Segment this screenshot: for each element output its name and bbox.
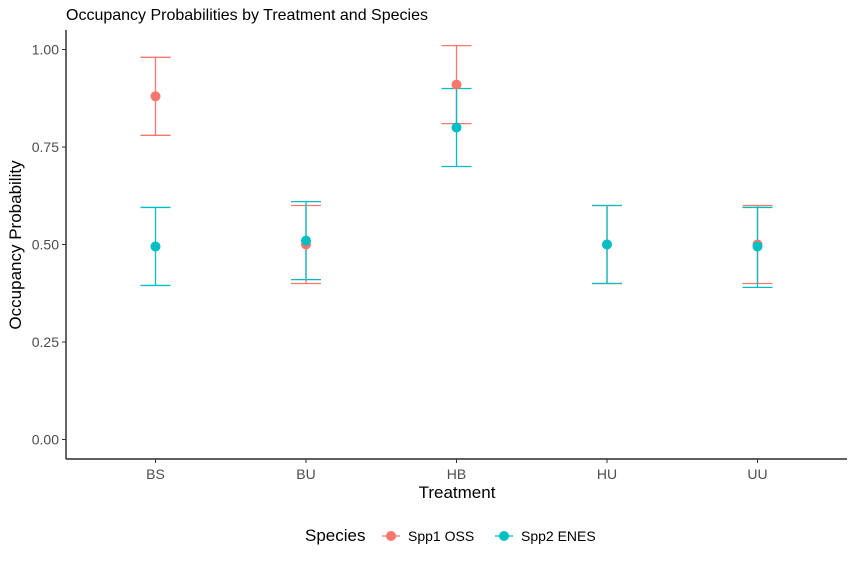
y-tick-label: 0.00 (32, 432, 59, 448)
axes: 0.00 0.25 0.50 0.75 1.00 BS BU HB HU UU (32, 30, 847, 482)
y-axis-title: Occupancy Probability (6, 160, 25, 330)
data-point (150, 91, 161, 102)
legend-key-point (499, 531, 509, 541)
data-point (451, 79, 462, 90)
legend-label: Spp2 ENES (521, 528, 596, 544)
x-axis-title: Treatment (419, 483, 496, 502)
data-point (602, 239, 612, 250)
chart-title: Occupancy Probabilities by Treatment and… (66, 7, 428, 24)
legend: Species Spp1 OSS Spp2 ENES (305, 526, 596, 545)
data-marks (140, 44, 773, 289)
x-tick-label: BU (296, 466, 315, 482)
data-point (752, 241, 763, 252)
legend-key-point (386, 531, 396, 541)
legend-item: Spp2 ENES (495, 528, 596, 544)
legend-label: Spp1 OSS (408, 528, 474, 544)
x-tick-label: UU (747, 466, 767, 482)
data-point (150, 241, 161, 252)
x-tick-label: HB (447, 466, 466, 482)
x-tick-label: BS (146, 466, 165, 482)
y-tick-label: 0.25 (32, 334, 59, 350)
data-point (451, 122, 462, 133)
legend-title: Species (305, 526, 365, 545)
x-tick-label: HU (597, 466, 617, 482)
legend-item: Spp1 OSS (382, 528, 474, 544)
y-tick-label: 1.00 (32, 42, 59, 58)
y-tick-label: 0.50 (32, 237, 59, 253)
data-point (301, 235, 311, 246)
y-tick-label: 0.75 (32, 139, 59, 155)
